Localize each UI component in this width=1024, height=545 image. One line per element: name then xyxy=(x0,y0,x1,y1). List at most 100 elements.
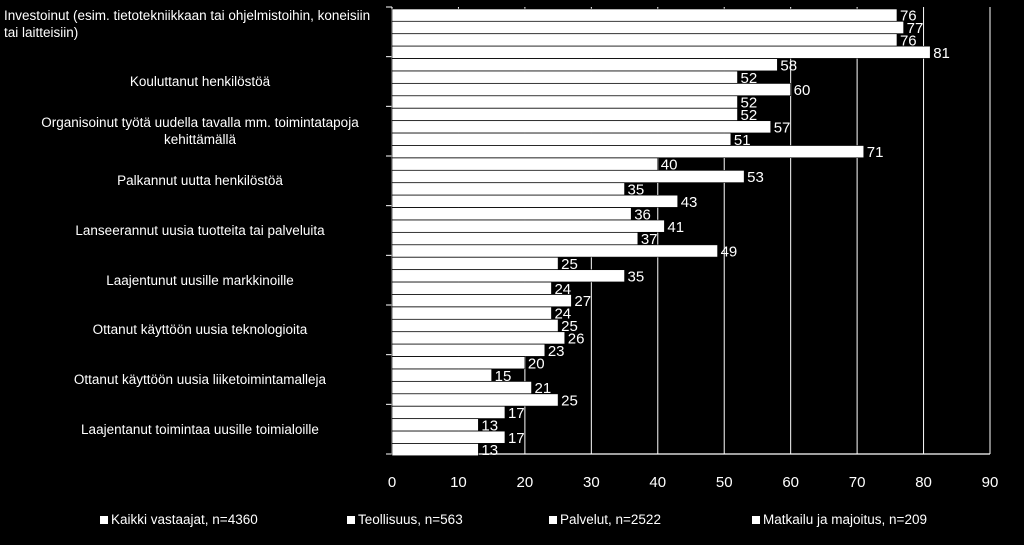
category-label-line: Ottanut käyttöön uusia teknologioita xyxy=(92,322,308,338)
legend-item-4: Matkailu ja majoitus, n=209 xyxy=(752,512,927,527)
category-label-line: Laajentunut uusille markkinoille xyxy=(106,272,294,288)
value-label-9-series-2: 13 xyxy=(481,417,498,434)
category-label-line: Organisoinut työtä uudella tavalla mm. t… xyxy=(41,115,359,131)
category-label-3: Organisoinut työtä uudella tavalla mm. t… xyxy=(10,114,390,148)
category-label-line: Laajentanut toimintaa uusille toimialoil… xyxy=(81,421,319,437)
bar-6-series-3 xyxy=(391,281,552,295)
legend-item-1: Kaikki vastaajat, n=4360 xyxy=(100,512,258,527)
value-label-5-series-3: 37 xyxy=(641,231,658,248)
value-label-1-series-1: 76 xyxy=(900,8,917,25)
category-label-line: Ottanut käyttöön uusia liiketoimintamall… xyxy=(73,372,327,387)
legend-label: Teollisuus, n=563 xyxy=(358,512,463,527)
legend-item-2: Teollisuus, n=563 xyxy=(347,512,463,527)
bar-7-series-1 xyxy=(391,306,552,320)
value-label-5-series-2: 41 xyxy=(667,219,684,236)
value-label-3-series-3: 51 xyxy=(734,132,751,149)
category-label-9: Laajentanut toimintaa uusille toimialoil… xyxy=(10,421,390,438)
bar-1-series-3 xyxy=(391,33,898,47)
bar-3-series-1 xyxy=(391,108,738,121)
bar-5-series-1 xyxy=(391,207,632,221)
value-label-7-series-2: 25 xyxy=(561,318,578,335)
bar-3-series-4 xyxy=(391,145,865,159)
bar-7-series-2 xyxy=(391,319,559,332)
x-tick-label-50: 50 xyxy=(716,474,733,491)
x-tick-label-80: 80 xyxy=(915,474,932,491)
value-label-1-series-3: 76 xyxy=(900,33,917,50)
value-label-7-series-1: 24 xyxy=(554,306,571,323)
category-label-8: Ottanut käyttöön uusia liiketoimintamall… xyxy=(10,371,390,388)
value-label-6-series-3: 24 xyxy=(554,281,571,298)
category-label-line: Investoinut (esim. tietotekniikkaan tai … xyxy=(4,7,371,23)
value-label-8-series-2: 15 xyxy=(495,368,512,385)
legend-swatch xyxy=(752,515,760,524)
legend: Kaikki vastaajat, n=4360 Teollisuus, n=56… xyxy=(0,512,1024,534)
bar-7-series-3 xyxy=(391,331,566,345)
bar-8-series-2 xyxy=(391,368,492,382)
bar-6-series-1 xyxy=(391,257,559,270)
x-tick-label-0: 0 xyxy=(388,474,396,491)
x-tick-label-40: 40 xyxy=(649,474,666,491)
value-label-1-series-2: 77 xyxy=(907,20,924,37)
bar-5-series-3 xyxy=(391,232,639,245)
value-label-8-series-4: 25 xyxy=(561,393,578,410)
legend-swatch xyxy=(100,515,108,524)
bar-4-series-2 xyxy=(391,170,745,183)
bar-6-series-4 xyxy=(391,294,572,308)
value-label-3-series-2: 57 xyxy=(774,119,791,136)
value-label-9-series-3: 17 xyxy=(508,430,525,447)
value-label-1-series-4: 81 xyxy=(933,45,950,62)
value-label-5-series-1: 36 xyxy=(634,206,651,223)
legend-swatch xyxy=(549,515,557,524)
bar-1-series-2 xyxy=(391,21,904,34)
value-label-6-series-2: 35 xyxy=(628,268,645,285)
value-label-8-series-3: 21 xyxy=(535,380,552,397)
value-label-4-series-3: 35 xyxy=(628,182,645,199)
value-label-5-series-4: 49 xyxy=(721,244,738,261)
bar-4-series-1 xyxy=(391,157,659,171)
category-label-4: Palkannut uutta henkilöstöä xyxy=(10,172,390,189)
legend-label: Palvelut, n=2522 xyxy=(560,512,661,527)
value-label-4-series-4: 43 xyxy=(681,194,698,211)
value-label-8-series-1: 20 xyxy=(528,355,545,372)
value-label-9-series-1: 17 xyxy=(508,405,525,422)
bar-2-series-1 xyxy=(391,58,778,72)
bar-1-series-4 xyxy=(391,45,931,59)
x-tick-label-30: 30 xyxy=(583,474,600,491)
category-label-line: kehittämällä xyxy=(163,132,237,148)
bar-9-series-2 xyxy=(391,418,479,432)
bar-6-series-2 xyxy=(391,269,625,283)
bar-5-series-2 xyxy=(391,219,665,233)
category-label-1: Investoinut (esim. tietotekniikkaan tai … xyxy=(4,7,384,41)
value-label-2-series-2: 52 xyxy=(741,70,758,87)
value-label-3-series-4: 71 xyxy=(867,144,884,161)
category-label-6: Laajentunut uusille markkinoille xyxy=(10,272,390,289)
category-label-line: Palkannut uutta henkilöstöä xyxy=(117,173,283,189)
bar-5-series-4 xyxy=(391,244,718,258)
value-label-7-series-4: 23 xyxy=(548,343,565,360)
value-label-2-series-4: 52 xyxy=(741,95,758,112)
x-tick-label-20: 20 xyxy=(517,474,534,491)
x-tick-label-10: 10 xyxy=(450,474,467,491)
value-label-9-series-4: 13 xyxy=(481,442,498,459)
bar-2-series-3 xyxy=(391,83,791,96)
value-label-4-series-1: 40 xyxy=(661,157,678,174)
bar-7-series-4 xyxy=(391,343,546,357)
value-label-7-series-3: 26 xyxy=(568,331,585,348)
bar-2-series-4 xyxy=(391,95,738,109)
bar-3-series-2 xyxy=(391,120,772,134)
category-label-line: Kouluttanut henkilöstöä xyxy=(129,74,271,89)
category-label-7: Ottanut käyttöön uusia teknologioita xyxy=(10,321,390,338)
legend-label: Kaikki vastaajat, n=4360 xyxy=(111,512,258,527)
legend-item-3: Palvelut, n=2522 xyxy=(549,512,661,527)
bar-2-series-2 xyxy=(391,70,738,84)
category-label-5: Lanseerannut uusia tuotteita tai palvelu… xyxy=(10,222,390,239)
bar-8-series-3 xyxy=(391,381,532,394)
category-label-2: Kouluttanut henkilöstöä xyxy=(10,73,390,90)
legend-swatch xyxy=(347,515,355,524)
bar-4-series-3 xyxy=(391,182,625,196)
legend-label: Matkailu ja majoitus, n=209 xyxy=(763,512,927,527)
bar-3-series-3 xyxy=(391,132,732,146)
category-label-line: tai laitteisiin) xyxy=(4,24,79,40)
x-tick-label-60: 60 xyxy=(782,474,799,491)
